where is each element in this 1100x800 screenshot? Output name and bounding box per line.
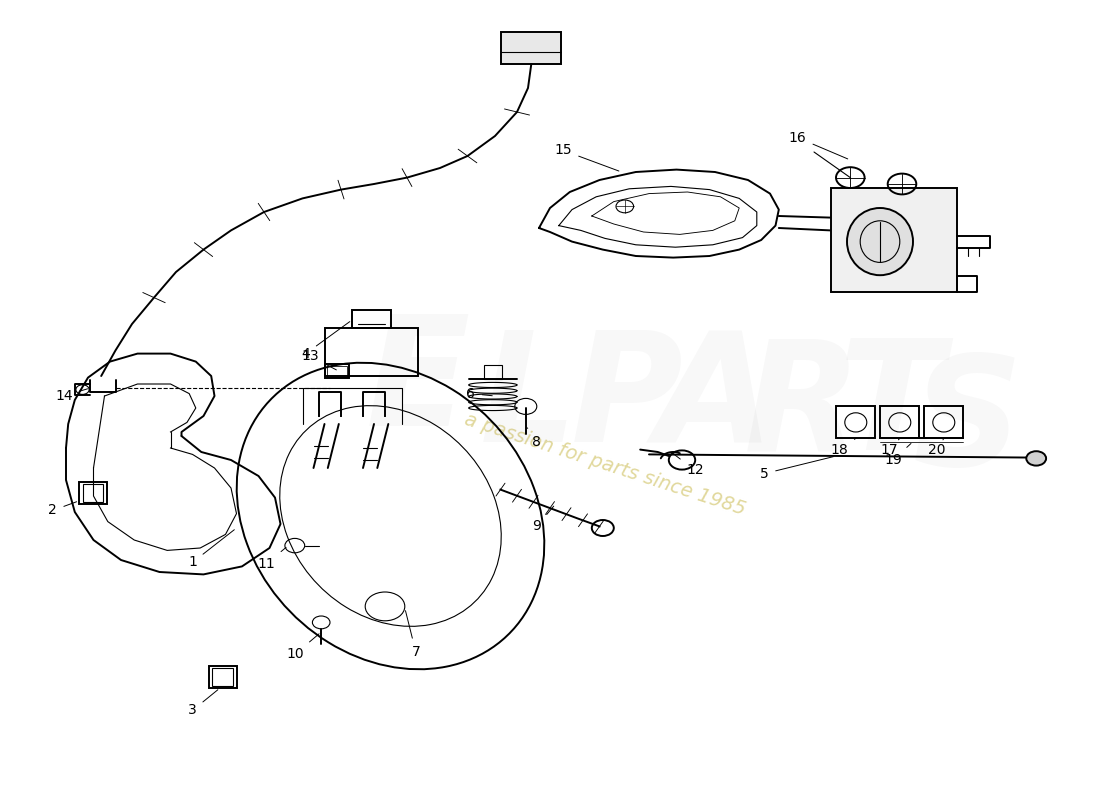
Text: 14: 14 bbox=[55, 389, 88, 403]
Text: 20: 20 bbox=[928, 438, 946, 457]
Text: 19: 19 bbox=[884, 443, 911, 467]
Text: 15: 15 bbox=[554, 143, 619, 171]
Text: R: R bbox=[745, 334, 861, 482]
Bar bbox=[500, 32, 561, 64]
Text: T: T bbox=[839, 334, 943, 482]
Bar bbox=[484, 365, 502, 379]
Ellipse shape bbox=[1026, 451, 1046, 466]
Text: 4: 4 bbox=[301, 322, 350, 361]
Text: a passion for parts since 1985: a passion for parts since 1985 bbox=[462, 410, 748, 518]
Text: 1: 1 bbox=[188, 530, 234, 570]
Bar bbox=[324, 364, 349, 378]
Text: 12: 12 bbox=[673, 454, 704, 478]
Bar bbox=[209, 666, 236, 688]
Bar bbox=[830, 188, 957, 292]
Bar bbox=[836, 406, 874, 438]
Bar bbox=[79, 482, 107, 504]
Bar bbox=[352, 310, 390, 328]
Text: 11: 11 bbox=[257, 547, 286, 571]
Text: 6: 6 bbox=[466, 386, 492, 401]
Text: 9: 9 bbox=[532, 506, 553, 534]
Text: 13: 13 bbox=[301, 349, 337, 370]
Text: 17: 17 bbox=[880, 438, 900, 457]
Text: A: A bbox=[656, 326, 774, 474]
Bar bbox=[924, 406, 962, 438]
Ellipse shape bbox=[847, 208, 913, 275]
Text: 3: 3 bbox=[188, 690, 218, 718]
Bar bbox=[324, 328, 418, 376]
Text: 16: 16 bbox=[789, 130, 848, 159]
Text: 2: 2 bbox=[48, 502, 77, 518]
Text: L: L bbox=[480, 326, 576, 474]
Bar bbox=[327, 366, 346, 377]
Bar bbox=[212, 668, 233, 686]
Bar bbox=[880, 406, 918, 438]
Text: 10: 10 bbox=[286, 634, 319, 662]
Text: 18: 18 bbox=[830, 438, 856, 457]
Bar bbox=[82, 484, 103, 502]
Text: P: P bbox=[571, 326, 683, 474]
Text: S: S bbox=[913, 350, 1023, 498]
Text: 7: 7 bbox=[406, 610, 420, 659]
Text: 8: 8 bbox=[527, 428, 541, 449]
Text: E: E bbox=[366, 310, 470, 458]
Text: 5: 5 bbox=[760, 457, 834, 481]
